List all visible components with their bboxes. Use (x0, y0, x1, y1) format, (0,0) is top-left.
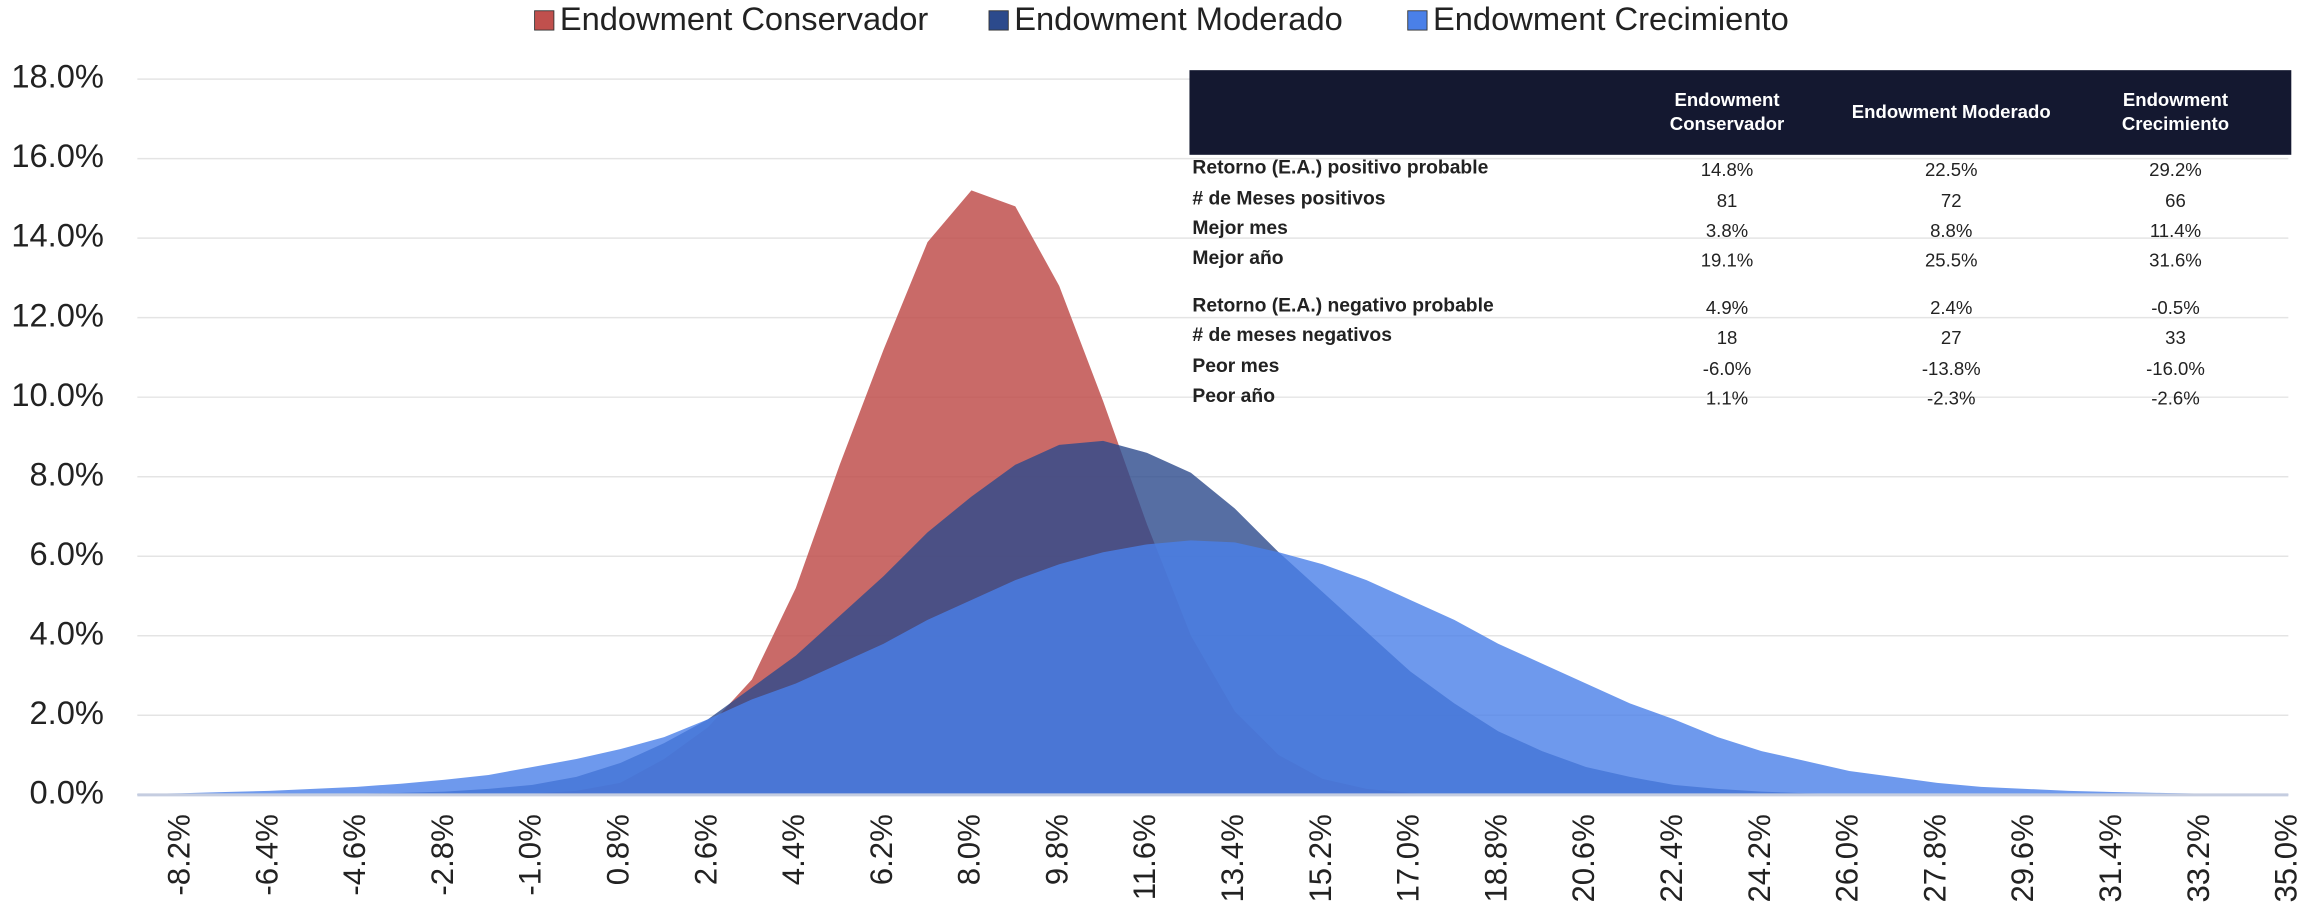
x-tick-label: 8.0% (952, 814, 987, 885)
x-tick-label: -8.2% (161, 814, 196, 895)
row-label: Peor mes (1192, 356, 1279, 377)
cell: 81 (1717, 190, 1738, 211)
x-tick-label: 2.6% (688, 814, 723, 885)
x-tick-label: 18.8% (1478, 814, 1513, 902)
cell: 8.8% (1930, 220, 1972, 241)
cell: -2.6% (2151, 388, 2199, 409)
x-tick-label: 35.0% (2269, 814, 2304, 902)
cell: 19.1% (1701, 250, 1754, 271)
x-tick-label: 13.4% (1215, 814, 1250, 902)
legend-label: Endowment Crecimiento (1433, 0, 1789, 37)
table-header: Endowment Moderado (1852, 101, 2051, 122)
row-label: Retorno (E.A.) positivo probable (1192, 157, 1488, 178)
cell: -16.0% (2146, 358, 2205, 379)
cell: 31.6% (2149, 250, 2202, 271)
x-tick-label: 0.8% (600, 814, 635, 885)
cell: -6.0% (1703, 358, 1751, 379)
row-label: Mejor mes (1192, 218, 1287, 239)
cell: 29.2% (2149, 159, 2202, 180)
y-tick-label: 16.0% (11, 137, 104, 174)
row-label: Retorno (E.A.) negativo probable (1192, 295, 1494, 316)
area (137, 540, 2289, 795)
x-tick-label: -4.6% (337, 814, 372, 895)
cell: 22.5% (1925, 159, 1978, 180)
legend-swatch (534, 10, 555, 31)
y-tick-label: 10.0% (11, 376, 104, 413)
x-tick-label: 17.0% (1391, 814, 1426, 902)
x-tick-label: 4.4% (776, 814, 811, 885)
y-tick-label: 18.0% (11, 58, 104, 95)
y-tick-label: 6.0% (30, 535, 104, 572)
cell: 14.8% (1701, 159, 1754, 180)
table-header: Endowment (2123, 89, 2228, 110)
cell: 1.1% (1706, 388, 1748, 409)
row-label: Peor año (1192, 386, 1275, 407)
x-tick-label: -2.8% (425, 814, 460, 895)
x-tick-label: 22.4% (1654, 814, 1689, 902)
x-tick-label: 27.8% (1917, 814, 1952, 902)
cell: 2.4% (1930, 297, 1972, 318)
y-tick-label: 8.0% (30, 455, 104, 492)
legend-swatch (1407, 10, 1428, 31)
cell: -0.5% (2151, 297, 2199, 318)
legend-label: Endowment Conservador (560, 0, 929, 37)
table-header: Endowment (1674, 89, 1779, 110)
table-header: Conservador (1670, 113, 1784, 134)
x-tick-label: 26.0% (1830, 814, 1865, 902)
cell: 4.9% (1706, 297, 1748, 318)
table-header-bg (1189, 70, 2292, 155)
cell: 72 (1941, 190, 1962, 211)
cell: 66 (2165, 190, 2186, 211)
legend-swatch (988, 10, 1009, 31)
cell: 27 (1941, 327, 1962, 348)
cell: 18 (1717, 327, 1738, 348)
x-tick-label: 29.6% (2005, 814, 2040, 902)
y-tick-label: 2.0% (30, 694, 104, 731)
x-tick-label: 11.6% (1127, 814, 1162, 900)
y-tick-label: 12.0% (11, 296, 104, 333)
legend-label: Endowment Moderado (1014, 0, 1343, 37)
x-tick-label: 9.8% (1039, 814, 1074, 885)
row-label: Mejor año (1192, 248, 1283, 269)
cell: -13.8% (1922, 358, 1981, 379)
x-tick-label: 6.2% (864, 814, 899, 885)
y-tick-label: 0.0% (30, 773, 104, 810)
x-tick-label: -1.0% (513, 814, 548, 895)
x-tick-label: 33.2% (2181, 814, 2216, 902)
cell: 33 (2165, 327, 2186, 348)
x-tick-label: 31.4% (2093, 814, 2128, 902)
cell: 3.8% (1706, 220, 1748, 241)
cell: 11.4% (2150, 220, 2201, 241)
cell: -2.3% (1927, 388, 1975, 409)
x-tick-label: 20.6% (1566, 814, 1601, 902)
row-label: # de Meses positivos (1192, 188, 1385, 209)
y-tick-label: 14.0% (11, 217, 104, 254)
x-tick-label: 15.2% (1303, 814, 1338, 902)
row-label: # de meses negativos (1192, 325, 1392, 346)
cell: 25.5% (1925, 250, 1978, 271)
x-tick-label: 24.2% (1742, 814, 1777, 902)
table-header: Crecimiento (2122, 113, 2229, 134)
x-tick-label: -6.4% (249, 814, 284, 895)
y-tick-label: 4.0% (30, 614, 104, 651)
